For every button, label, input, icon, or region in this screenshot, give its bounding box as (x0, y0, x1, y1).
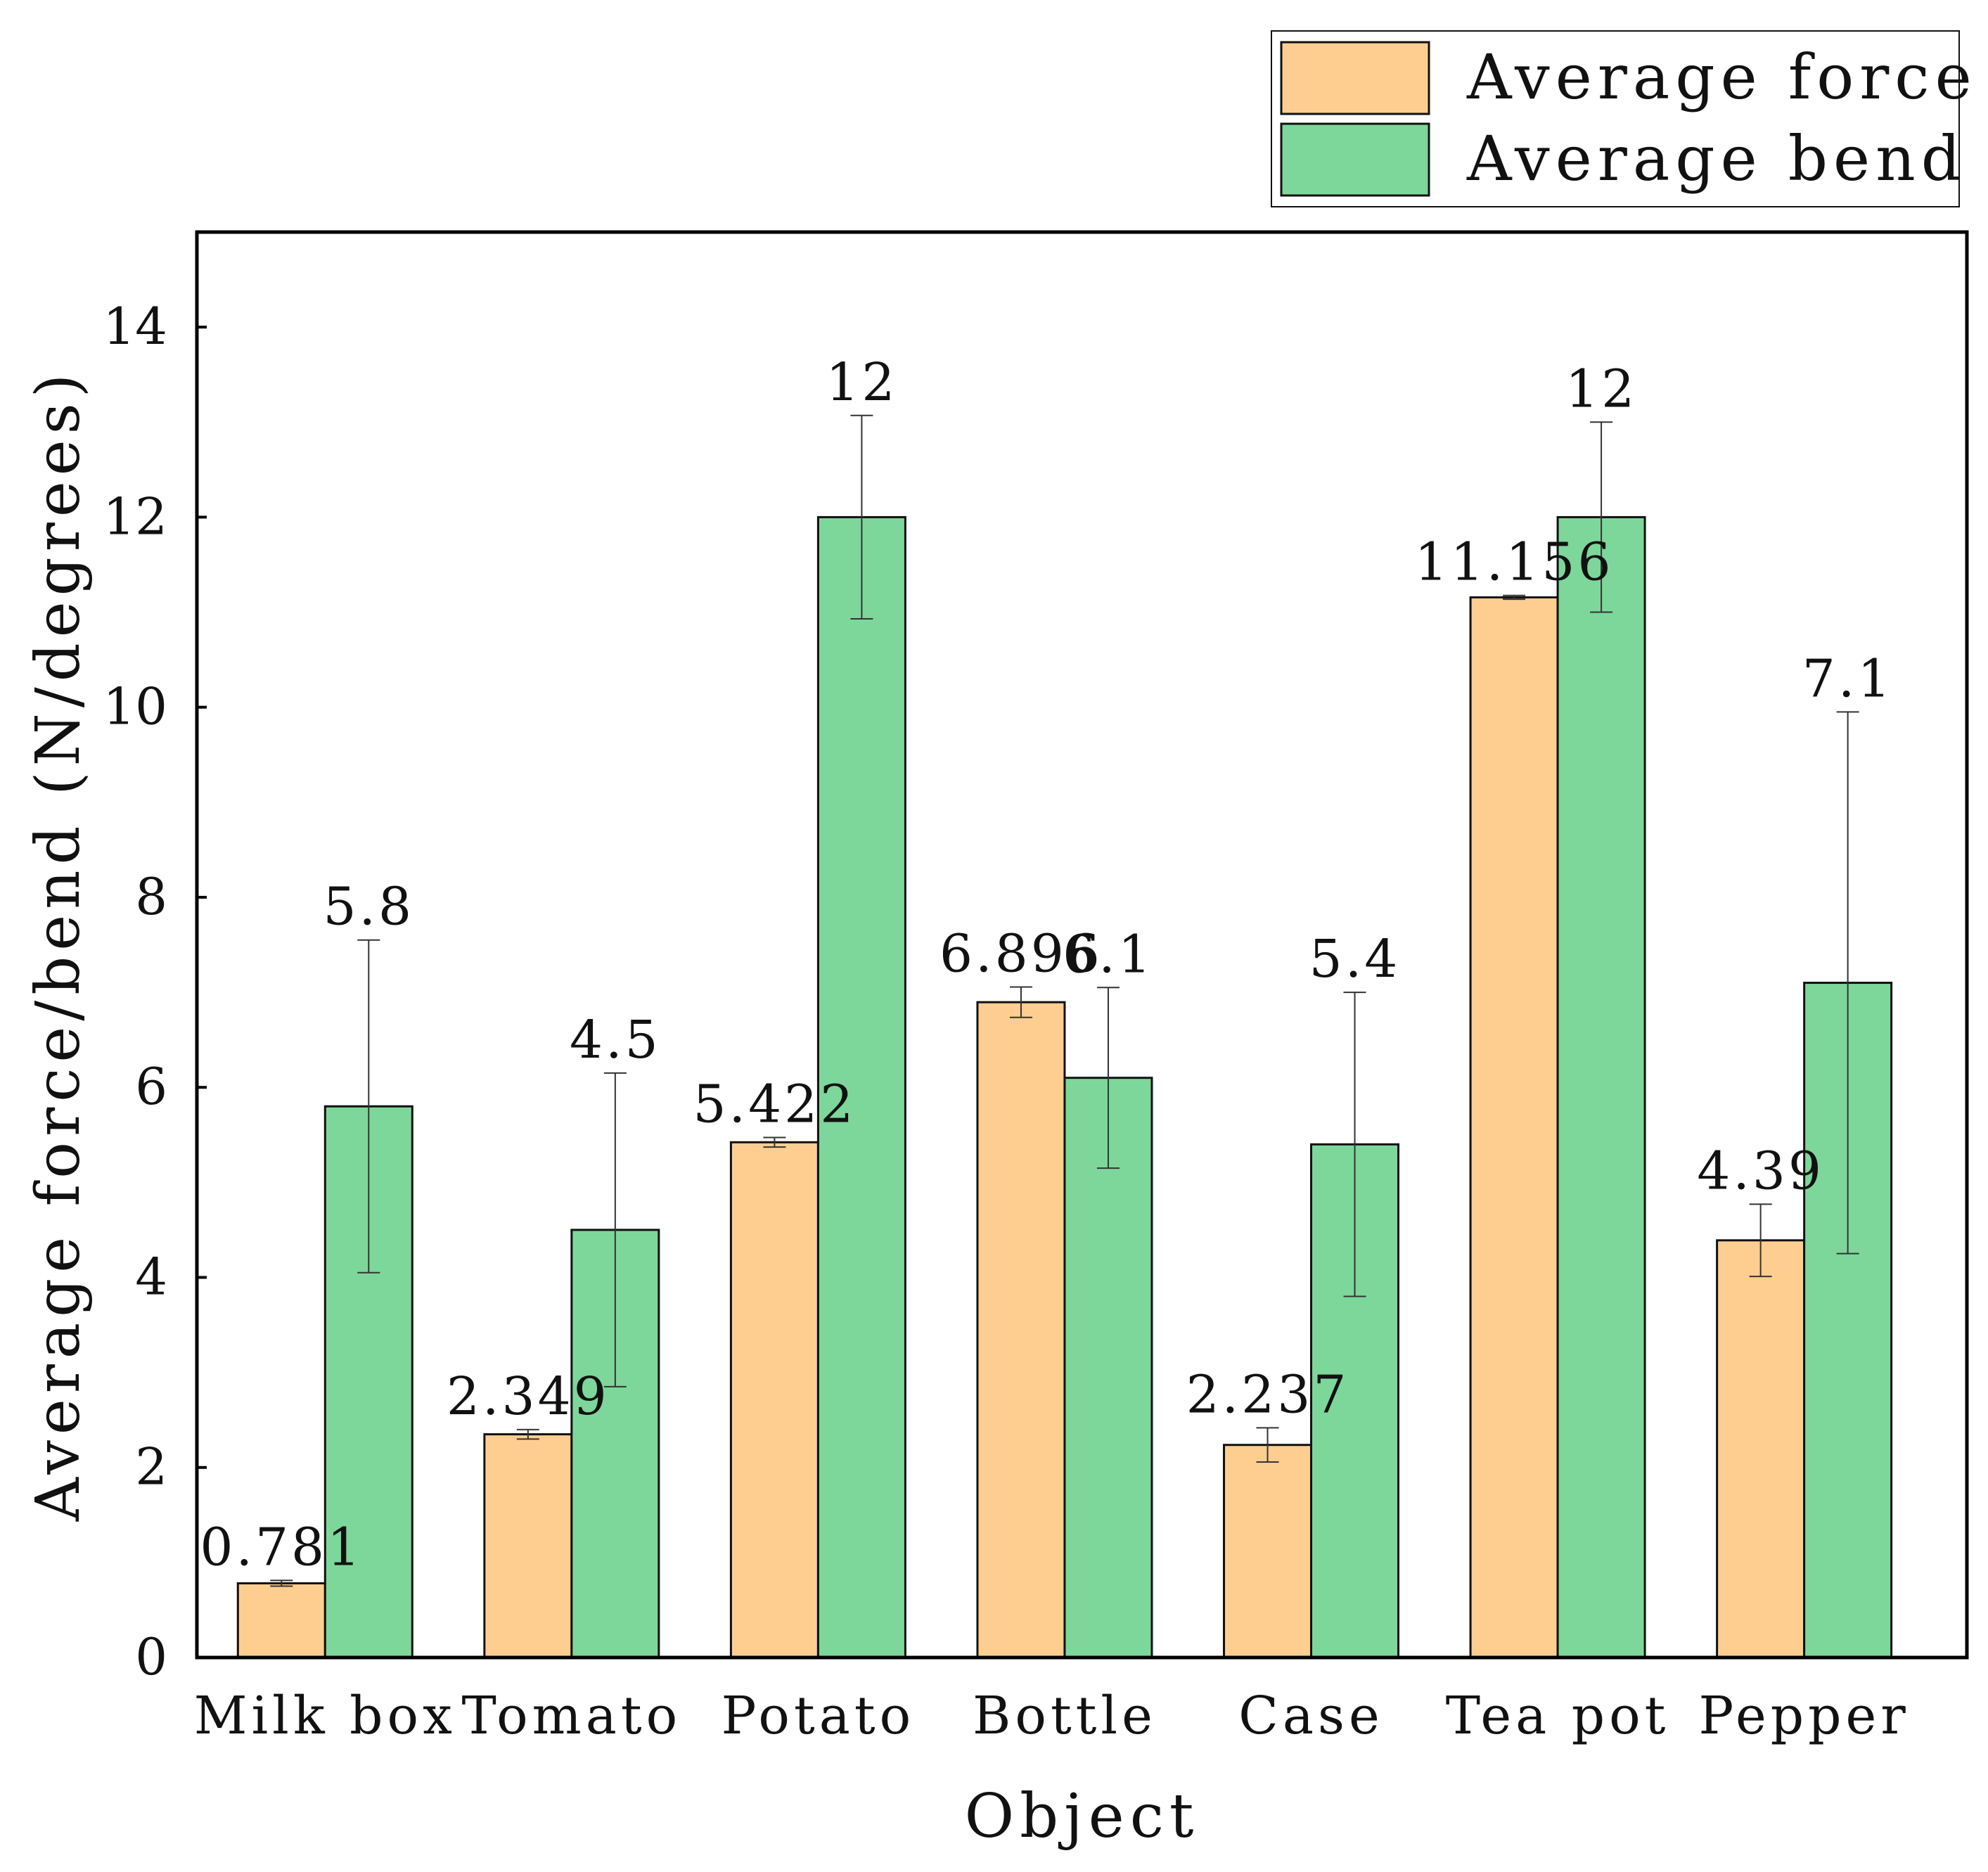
y-tick-label-14: 14 (103, 297, 167, 356)
y-tick-label-12: 12 (103, 487, 167, 546)
bend-value-label-potato: 12 (826, 352, 897, 413)
bend-error-bar-milk-box (357, 939, 380, 1274)
y-tick-label-6: 6 (135, 1057, 167, 1116)
bend-error-bar-tomato (603, 1072, 627, 1387)
bend-value-label-tomato: 4.5 (570, 1010, 661, 1070)
force-error-bar-milk-box (270, 1579, 293, 1587)
legend-label-average-bend: Average bend (1466, 122, 1966, 195)
force-value-label-case: 2.237 (1186, 1364, 1349, 1425)
force-error-bar-potato (763, 1136, 786, 1148)
force-bar-bottle (976, 1001, 1066, 1659)
legend: Average force Average bend (1271, 30, 1977, 207)
bend-error-bar-pepper (1836, 711, 1859, 1255)
force-error-bar-tea-pot (1503, 594, 1526, 601)
bend-bar-tea-pot (1556, 515, 1646, 1659)
force-bar-tomato (483, 1433, 573, 1659)
force-value-label-milk-box: 0.781 (200, 1517, 363, 1577)
x-tick-label-tea-pot: Tea pot (1446, 1686, 1670, 1746)
x-tick-label-tomato: Tomato (461, 1686, 681, 1746)
bend-value-label-case: 5.4 (1309, 929, 1401, 989)
force-error-bar-pepper (1749, 1203, 1772, 1278)
force-value-label-tomato: 2.349 (447, 1366, 610, 1427)
error-bars-layer (270, 414, 1859, 1587)
force-bar-pepper (1716, 1239, 1806, 1659)
bend-bar-bottle (1063, 1077, 1153, 1659)
force-value-label-potato: 5.422 (693, 1075, 856, 1135)
legend-swatch-average-bend (1280, 122, 1430, 197)
force-bar-tea-pot (1469, 596, 1559, 1659)
force-bar-milk-box (236, 1582, 326, 1659)
bend-error-bar-tea-pot (1590, 421, 1613, 613)
bend-value-label-pepper: 7.1 (1802, 648, 1894, 709)
force-error-bar-tomato (516, 1428, 539, 1440)
plot-frame (195, 230, 1969, 1660)
force-bar-potato (729, 1141, 819, 1659)
x-axis-title: Object (965, 1781, 1200, 1852)
x-tick-label-potato: Potato (722, 1686, 916, 1746)
y-tick-label-2: 2 (135, 1437, 167, 1496)
bend-error-bar-bottle (1096, 987, 1120, 1169)
force-value-label-tea-pot: 11.156 (1415, 532, 1614, 593)
bars-layer (236, 515, 1893, 1659)
bend-error-bar-case (1343, 992, 1366, 1297)
x-tick-label-case: Case (1238, 1686, 1384, 1746)
force-bar-case (1223, 1444, 1313, 1659)
y-tick-label-8: 8 (135, 867, 167, 926)
bend-value-label-tea-pot: 12 (1565, 359, 1637, 419)
force-value-label-bottle: 6.896 (940, 923, 1103, 984)
force-value-label-pepper: 4.39 (1697, 1141, 1824, 1201)
axes-layer: Milk box Tomato Potato Bottle Case Tea pot Pep… (23, 230, 1969, 1852)
bend-value-label-milk-box: 5.8 (323, 877, 414, 937)
y-tick-label-4: 4 (135, 1247, 167, 1306)
bend-error-bar-potato (850, 414, 873, 620)
force-error-bar-bottle (1009, 986, 1032, 1018)
x-tick-label-bottle: Bottle (973, 1686, 1157, 1746)
legend-label-average-force: Average force (1466, 41, 1977, 113)
force-error-bar-case (1256, 1427, 1279, 1463)
y-tick-label-10: 10 (103, 677, 167, 736)
y-tick-label-0: 0 (135, 1627, 167, 1686)
bend-value-label-bottle: 6.1 (1063, 924, 1154, 985)
x-tick-label-milk-box: Milk box (194, 1686, 456, 1746)
y-axis-title: Average force/bend (N/degrees) (23, 368, 94, 1522)
legend-swatch-average-force (1280, 41, 1430, 115)
x-tick-label-pepper: Pepper (1699, 1686, 1910, 1746)
